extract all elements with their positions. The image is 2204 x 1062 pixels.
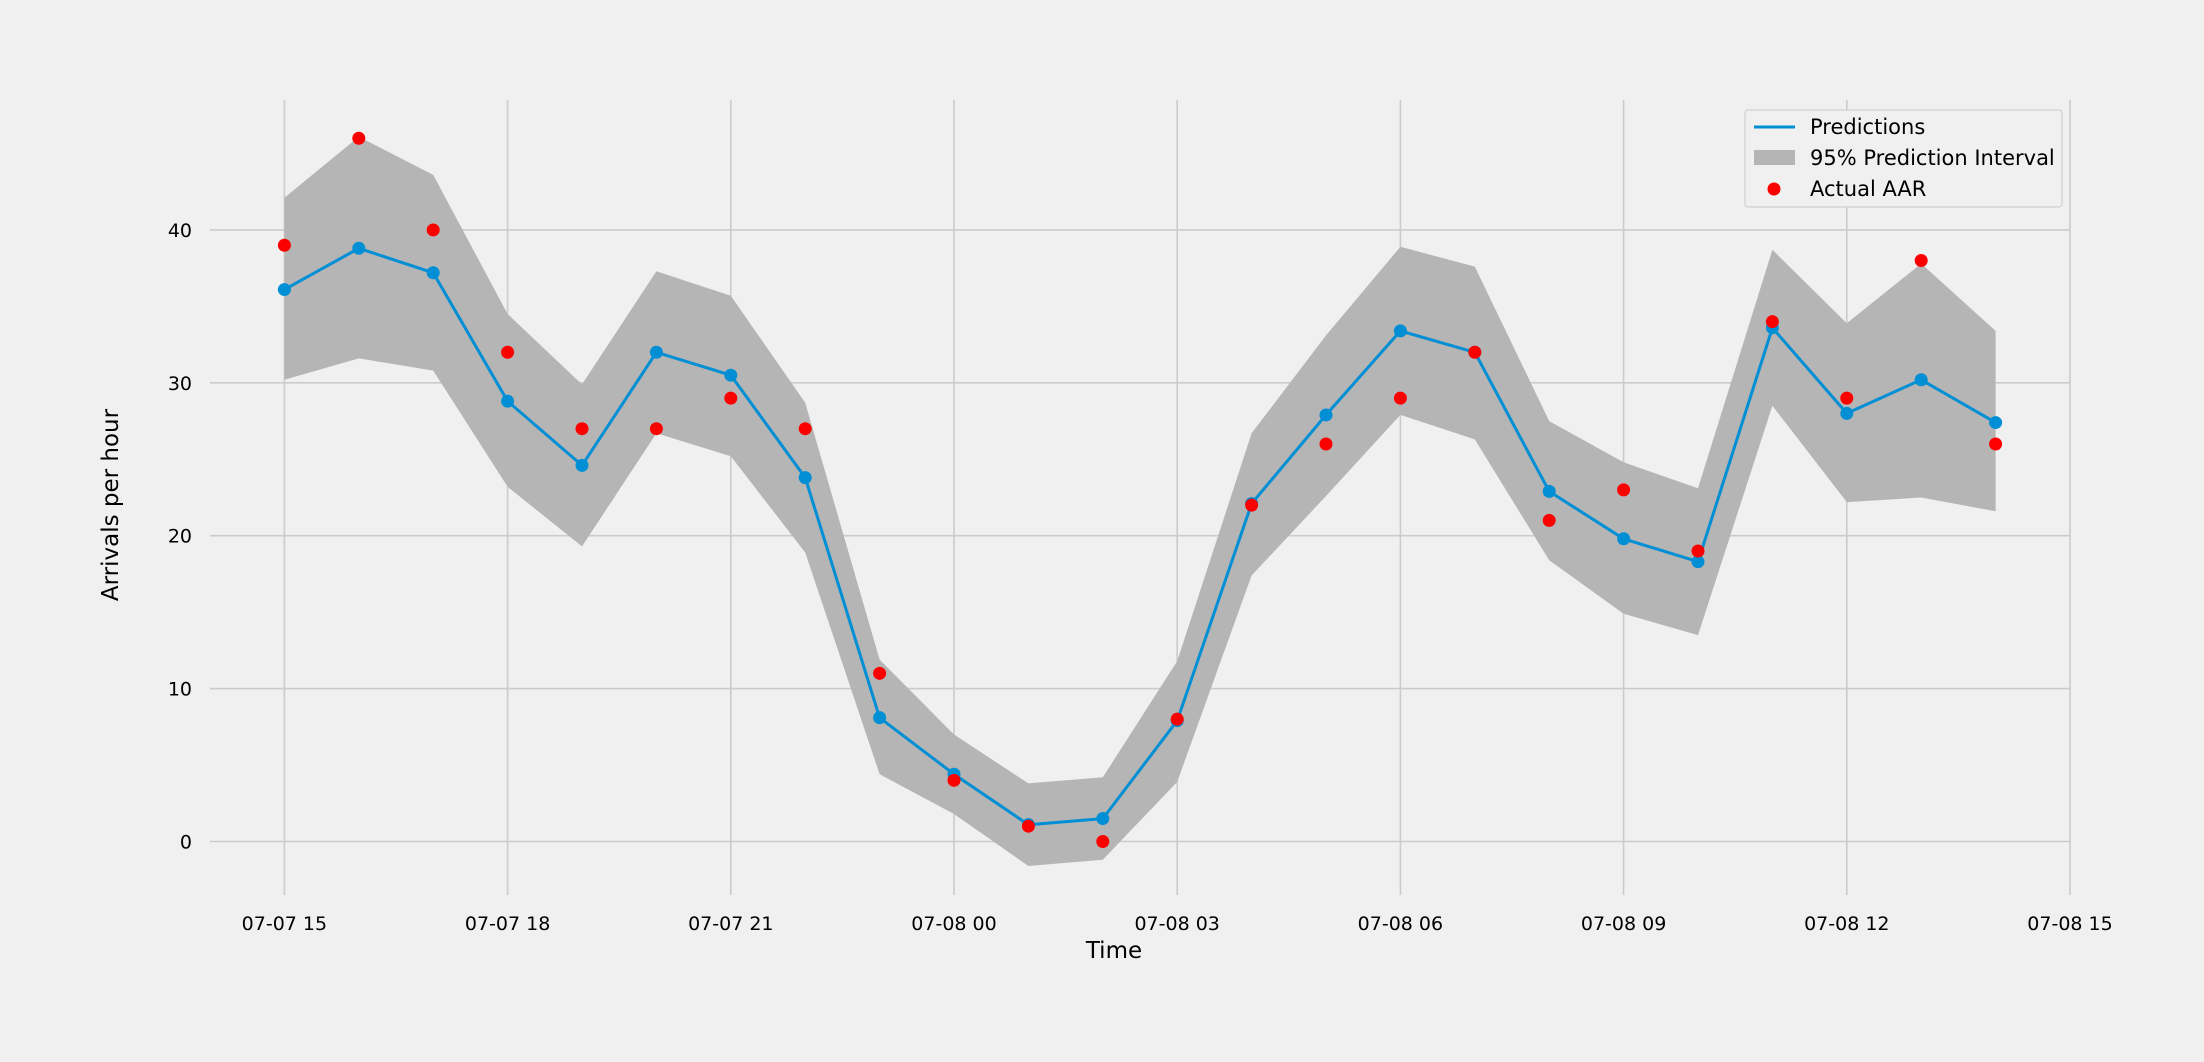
- actual-point: [1468, 345, 1482, 359]
- prediction-interval-area: [284, 136, 1996, 866]
- y-tick-label: 30: [168, 373, 192, 395]
- prediction-interval-band: [284, 136, 1996, 866]
- actual-point: [1319, 437, 1333, 451]
- actual-point: [947, 773, 961, 787]
- prediction-point: [426, 266, 440, 280]
- x-tick-label: 07-07 15: [242, 913, 327, 935]
- actual-point: [649, 422, 663, 436]
- actual-point: [1765, 315, 1779, 329]
- x-tick-label: 07-08 03: [1134, 913, 1219, 935]
- prediction-point: [1989, 416, 2003, 430]
- y-tick-label: 20: [168, 526, 192, 548]
- actual-point: [1170, 712, 1184, 726]
- actual-point: [1914, 254, 1928, 268]
- x-tick-label: 07-08 06: [1358, 913, 1443, 935]
- legend-actual-swatch: [1767, 182, 1781, 196]
- y-axis-ticks: 0 10 20 30 40: [168, 220, 192, 854]
- actual-point: [1617, 483, 1631, 497]
- actual-point: [352, 131, 366, 145]
- grid: [210, 100, 2071, 895]
- prediction-point: [1319, 408, 1333, 422]
- prediction-point: [501, 394, 515, 408]
- y-axis-label: Arrivals per hour: [98, 408, 124, 601]
- actual-point: [1245, 498, 1259, 512]
- actual-point: [1542, 513, 1556, 527]
- actual-point: [1691, 544, 1705, 558]
- prediction-point: [1840, 406, 1854, 420]
- x-axis-label: Time: [1085, 938, 1142, 964]
- legend-box: [1744, 109, 2063, 208]
- actual-point: [1021, 819, 1035, 833]
- x-tick-label: 07-07 18: [465, 913, 550, 935]
- x-tick-label: 07-08 09: [1581, 913, 1666, 935]
- prediction-point: [277, 283, 291, 297]
- actual-point: [798, 422, 812, 436]
- prediction-point: [1393, 324, 1407, 338]
- prediction-point: [798, 471, 812, 485]
- x-tick-label: 07-08 12: [1804, 913, 1889, 935]
- predictions-line: [283, 246, 1997, 827]
- legend: Predictions 95% Prediction Interval Actu…: [1744, 109, 2063, 208]
- x-tick-label: 07-07 21: [688, 913, 773, 935]
- prediction-point: [1542, 484, 1556, 498]
- legend-interval-swatch: [1754, 150, 1795, 165]
- actual-point: [277, 238, 291, 252]
- prediction-point: [575, 458, 589, 472]
- x-tick-label: 07-08 00: [911, 913, 996, 935]
- actual-point: [1840, 391, 1854, 405]
- prediction-point: [1096, 812, 1110, 826]
- y-tick-label: 40: [168, 220, 192, 242]
- prediction-point: [1914, 373, 1928, 387]
- actual-aar-series: [277, 131, 2003, 848]
- prediction-point: [724, 368, 738, 382]
- prediction-point: [873, 711, 887, 725]
- actual-point: [724, 391, 738, 405]
- prediction-point: [649, 345, 663, 359]
- actual-point: [1393, 391, 1407, 405]
- actual-point: [873, 666, 887, 680]
- legend-actual-label: Actual AAR: [1810, 177, 1926, 201]
- prediction-point: [1617, 532, 1631, 546]
- x-axis-ticks: 07-07 15 07-07 18 07-07 21 07-08 00 07-08 03…: [242, 913, 2113, 935]
- legend-predictions-label: Predictions: [1810, 115, 1925, 139]
- actual-point: [1096, 834, 1110, 848]
- y-tick-label: 0: [180, 831, 192, 853]
- actual-point: [1989, 437, 2003, 451]
- y-tick-label: 10: [168, 679, 192, 701]
- actual-point: [575, 422, 589, 436]
- prediction-point: [1691, 555, 1705, 569]
- actual-point: [426, 223, 440, 237]
- x-tick-label: 07-08 15: [2027, 913, 2112, 935]
- prediction-point: [352, 241, 366, 255]
- actual-point: [501, 345, 515, 359]
- legend-interval-label: 95% Prediction Interval: [1810, 146, 2055, 170]
